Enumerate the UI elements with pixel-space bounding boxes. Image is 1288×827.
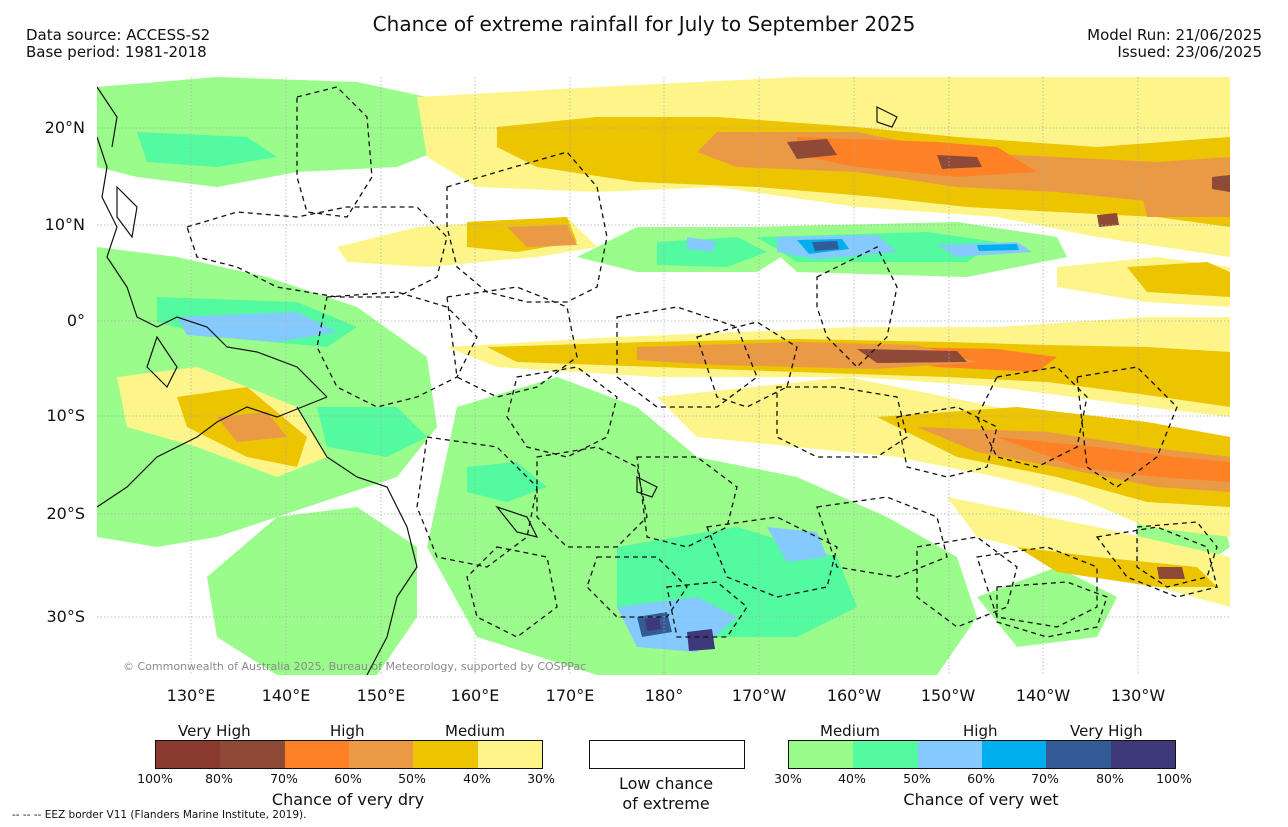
low-chance-caption: Low chance of extreme [589,774,743,814]
meta-left: Data source: ACCESS-S2 Base period: 1981… [26,27,210,61]
lon-label-160w: 160°W [826,686,882,705]
wet-caption: Chance of very wet [903,790,1059,809]
dry-caption: Chance of very dry [271,790,425,809]
dry-swatch-6 [477,741,542,768]
model-run-text: Model Run: 21/06/2025 [1087,26,1262,44]
dry-tick-4: 60% [334,771,362,786]
wet-field-veryhigh [637,239,1019,651]
dry-swatch-1 [156,741,221,768]
meta-right: Model Run: 21/06/2025 Issued: 23/06/2025 [1087,27,1262,61]
dry-swatch-3 [284,741,349,768]
dry-colorbar [155,740,543,769]
lon-label-170w: 170°W [731,686,787,705]
lon-label-150w: 150°W [920,686,976,705]
map-canvas [97,77,1230,675]
wet-swatch-2 [853,741,918,768]
dry-tick-1: 100% [137,771,173,786]
dry-field-veryhigh [787,139,1230,579]
wet-tick-7: 100% [1156,771,1192,786]
lat-label-20s: 20°S [46,504,85,523]
graticule [97,77,1230,675]
lon-label-140w: 140°W [1015,686,1071,705]
wet-tick-1: 30% [774,771,802,786]
dry-tick-2: 80% [205,771,233,786]
wet-tick-2: 40% [838,771,866,786]
coastlines [97,86,898,675]
issued-text: Issued: 23/06/2025 [1117,43,1262,61]
wet-tick-3: 50% [903,771,931,786]
wet-swatch-3 [917,741,982,768]
lon-label-160e: 160°E [450,686,500,705]
lon-label-180: 180° [644,686,684,705]
wet-swatch-6 [1110,741,1175,768]
dry-tick-7: 30% [527,771,555,786]
low-chance-line1: Low chance [618,774,714,793]
dry-tick-5: 50% [398,771,426,786]
wet-tick-5: 70% [1031,771,1059,786]
wet-tick-6: 80% [1096,771,1124,786]
lat-label-10s: 10°S [46,406,85,425]
wet-swatch-5 [1046,741,1111,768]
lat-label-30s: 30°S [46,607,85,626]
wet-swatch-4 [981,741,1047,768]
lat-label-10n: 10°N [44,215,85,234]
lon-label-130e: 130°E [166,686,216,705]
dry-swatch-2 [220,741,285,768]
copyright-notice: © Commonwealth of Australia 2025, Bureau… [123,660,587,673]
dry-swatch-4 [348,741,414,768]
rainfall-map: © Commonwealth of Australia 2025, Bureau… [97,77,1230,675]
wet-level-very-high: Very High [1070,722,1143,740]
low-chance-line2: of extreme [622,794,710,813]
dry-level-high: High [330,722,365,740]
wet-level-high: High [963,722,998,740]
dry-level-very-high: Very High [178,722,251,740]
map-title: Chance of extreme rainfall for July to S… [372,12,916,36]
wet-tick-4: 60% [967,771,995,786]
dry-tick-3: 70% [270,771,298,786]
data-source-text: Data source: ACCESS-S2 [26,26,211,44]
dry-tick-6: 40% [463,771,491,786]
lon-label-140e: 140°E [261,686,311,705]
eez-footnote: -- -- -- EEZ border V11 (Flanders Marine… [12,809,307,821]
wet-swatch-1 [789,741,854,768]
lon-label-170e: 170°E [545,686,595,705]
lon-label-130w: 130°W [1110,686,1166,705]
dry-level-medium: Medium [445,722,505,740]
eez-borders [186,86,1218,638]
low-chance-swatch [589,740,745,769]
lat-label-20n: 20°N [44,118,85,137]
lon-label-150e: 150°E [356,686,406,705]
lat-label-eq: 0° [66,311,85,330]
dry-swatch-5 [413,741,478,768]
wet-level-medium: Medium [820,722,880,740]
wet-colorbar [788,740,1176,769]
base-period-text: Base period: 1981-2018 [26,43,207,61]
